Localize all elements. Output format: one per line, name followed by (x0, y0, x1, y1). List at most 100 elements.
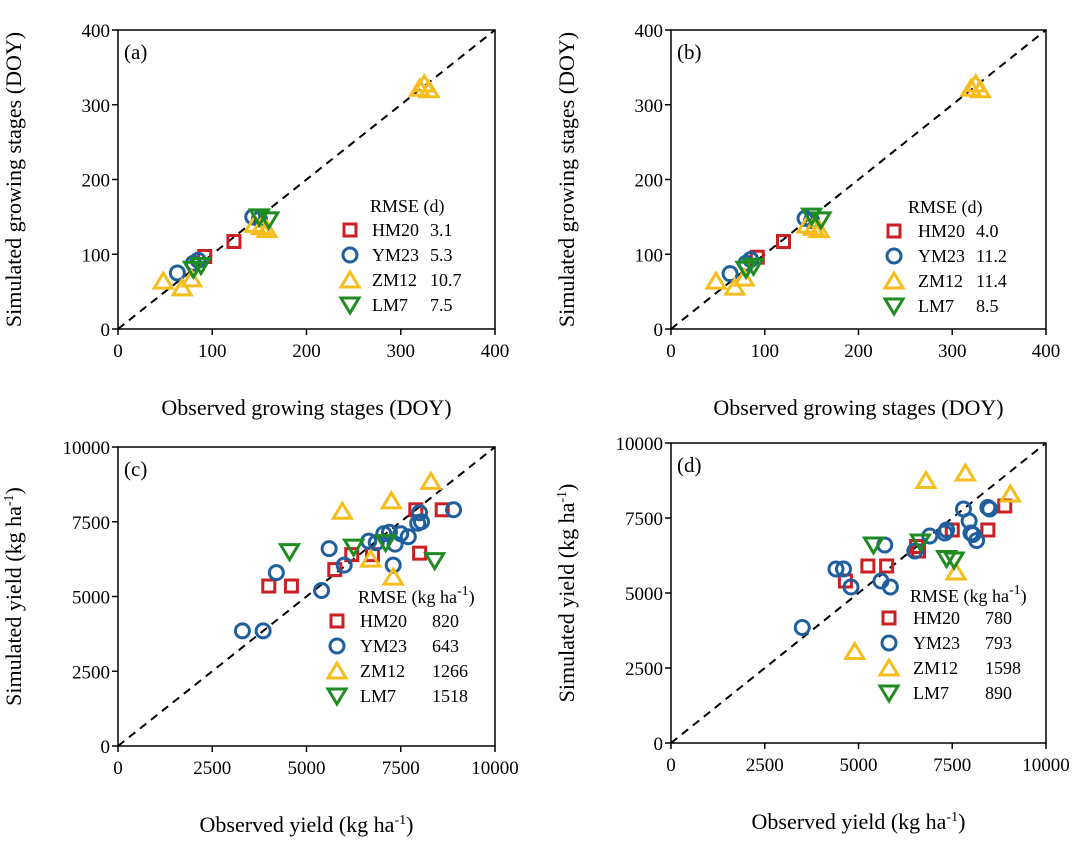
y-axis-label: Simulated yield (kg ha-1) (554, 484, 579, 703)
legend-series-name: LM7 (360, 686, 396, 706)
data-point-ym23 (392, 525, 410, 543)
data-point-ym23 (793, 619, 811, 636)
data-point-lm7 (189, 256, 213, 277)
y-tick-label: 300 (82, 96, 111, 117)
legend-marker-lm7 (877, 684, 901, 704)
legend-rmse-value: 5.3 (430, 245, 453, 265)
data-point-zm12 (998, 483, 1023, 503)
data-point-zm12 (419, 470, 443, 490)
y-tick-label: 200 (635, 171, 664, 192)
y-tick-label: 2500 (625, 659, 663, 680)
data-point-ym23 (721, 265, 739, 283)
data-point-ym23 (412, 513, 430, 531)
y-tick-label: 200 (82, 171, 111, 192)
data-point-ym23 (906, 542, 924, 560)
x-tick-label: 300 (938, 341, 967, 362)
x-tick-label: 100 (198, 341, 227, 362)
data-point-ym23 (313, 582, 331, 600)
y-axis-label: Simulated growing stages (DOY) (1, 32, 26, 327)
panel-a: 0 100 200 300 400 0 100 200 300 400 Observed growi… (1, 21, 509, 420)
legend-marker-lm7 (325, 687, 349, 707)
data-point-lm7 (799, 207, 824, 228)
x-tick-label: 2500 (746, 755, 784, 776)
data-point-hm20 (980, 522, 996, 538)
data-point-zm12 (379, 489, 403, 510)
legend-rmse-value: 643 (432, 636, 459, 656)
legend: RMSE (kg ha-1) HM20 820 YM23 643 ZM12 1266 LM7 1… (325, 584, 475, 707)
x-tick-label: 10000 (471, 758, 519, 779)
data-point-lm7 (809, 211, 833, 231)
legend-rmse-value: 8.5 (976, 296, 999, 316)
x-tick-label: 7500 (933, 755, 971, 776)
legend-title: RMSE (d) (370, 196, 445, 217)
x-tick-label: 5000 (288, 758, 326, 779)
data-point-lm7 (861, 536, 886, 556)
panel-d: 0 2500 5000 7500 10000 0 2500 5000 7500 10000 Obse… (554, 434, 1070, 834)
legend-series-name: ZM12 (372, 270, 417, 290)
data-point-zm12 (417, 78, 441, 99)
data-point-zm12 (381, 566, 405, 586)
data-point-zm12 (732, 267, 756, 287)
panel-label: (c) (124, 457, 147, 481)
data-point-zm12 (330, 500, 354, 520)
legend-rmse-value: 10.7 (430, 270, 462, 290)
legend: RMSE (d) HM20 3.1 YM23 5.3 ZM12 10.7 LM7 7.5 (338, 196, 462, 316)
y-tick-label: 0 (101, 737, 111, 758)
y-tick-label: 5000 (72, 588, 110, 609)
data-point-hm20 (344, 547, 360, 563)
data-point-ym23 (411, 504, 429, 522)
legend-series-name: ZM12 (918, 271, 963, 291)
legend-marker-ym23 (880, 634, 898, 652)
x-tick-label: 10000 (1022, 755, 1070, 776)
x-tick-label: 0 (666, 755, 676, 776)
panel-label: (b) (677, 40, 702, 64)
legend-title: RMSE (kg ha-1) (910, 583, 1027, 607)
data-point-ym23 (254, 622, 272, 640)
y-tick-label: 7500 (72, 513, 110, 534)
x-tick-label: 0 (113, 758, 123, 779)
x-tick-label: 7500 (382, 758, 420, 779)
legend-rmse-value: 4.0 (976, 221, 999, 241)
y-tick-label: 300 (635, 96, 664, 117)
y-tick-label: 0 (654, 734, 664, 755)
x-tick-label: 0 (113, 341, 123, 362)
data-point-hm20 (261, 578, 277, 594)
data-point-lm7 (257, 211, 281, 231)
legend-marker-lm7 (338, 296, 362, 316)
legend-marker-lm7 (882, 297, 906, 317)
data-point-zm12 (807, 218, 831, 239)
legend-title: RMSE (kg ha-1) (358, 584, 475, 608)
y-tick-label: 2500 (72, 662, 110, 683)
panel-label: (a) (124, 40, 147, 64)
legend-rmse-value: 820 (432, 611, 459, 631)
legend-marker-hm20 (329, 613, 345, 629)
legend: RMSE (d) HM20 4.0 YM23 11.2 ZM12 11.4 LM7 8.5 (882, 197, 1007, 317)
legend-series-name: HM20 (360, 611, 407, 631)
data-point-hm20 (434, 502, 450, 518)
legend-rmse-value: 11.2 (976, 246, 1007, 266)
legend-marker-zm12 (882, 270, 906, 290)
legend-series-name: YM23 (372, 245, 419, 265)
y-tick-label: 7500 (625, 509, 663, 530)
x-axis-label: Observed growing stages (DOY) (161, 395, 451, 420)
one-to-one-line (117, 446, 496, 747)
data-point-lm7 (423, 552, 447, 572)
legend-rmse-value: 7.5 (430, 295, 453, 315)
legend-marker-hm20 (881, 610, 897, 626)
y-tick-label: 5000 (625, 584, 663, 605)
x-tick-label: 400 (481, 341, 510, 362)
legend-series-name: YM23 (360, 636, 407, 656)
legend-series-name: HM20 (913, 608, 960, 628)
data-point-lm7 (374, 534, 398, 554)
legend-rmse-value: 11.4 (976, 271, 1007, 291)
data-point-ym23 (168, 264, 186, 282)
data-point-ym23 (445, 501, 463, 519)
x-tick-label: 5000 (840, 755, 878, 776)
x-tick-label: 200 (844, 341, 873, 362)
legend-rmse-value: 890 (985, 683, 1012, 703)
y-tick-label: 100 (82, 245, 111, 266)
legend-series-name: YM23 (913, 633, 960, 653)
data-point-ym23 (968, 532, 986, 549)
data-point-ym23 (267, 564, 285, 582)
data-point-zm12 (255, 218, 279, 239)
